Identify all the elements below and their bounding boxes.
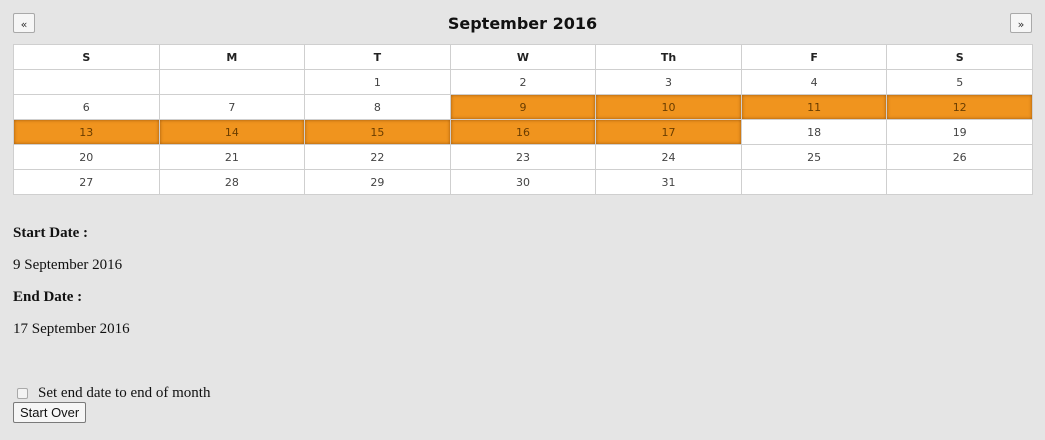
- calendar-day-cell[interactable]: 25: [740, 144, 888, 170]
- calendar-day-cell[interactable]: 6: [13, 94, 160, 120]
- calendar-day-cell[interactable]: 17: [595, 119, 742, 145]
- weekday-header: S: [13, 44, 160, 70]
- calendar-day-cell[interactable]: 7: [158, 94, 306, 120]
- calendar-day-cell[interactable]: 31: [595, 169, 742, 195]
- end-date-value: 17 September 2016: [13, 321, 130, 337]
- calendar-week-row: 13 14 15 16 17 18 19: [13, 119, 1033, 145]
- calendar-day-cell[interactable]: 5: [886, 69, 1033, 95]
- calendar-day-cell[interactable]: 19: [886, 119, 1033, 145]
- calendar-day-cell[interactable]: 15: [304, 119, 451, 145]
- calendar-day-cell[interactable]: 28: [158, 169, 306, 195]
- end-of-month-option: Set end date to end of month: [13, 385, 210, 402]
- weekday-header: W: [449, 44, 597, 70]
- calendar-empty-cell: [13, 69, 160, 95]
- calendar-header: « September 2016 »: [0, 0, 1045, 44]
- calendar-day-cell[interactable]: 22: [304, 144, 451, 170]
- calendar-day-cell[interactable]: 8: [304, 94, 451, 120]
- start-over-button[interactable]: Start Over: [13, 402, 87, 423]
- start-date-label: Start Date :: [13, 224, 88, 242]
- calendar-day-cell[interactable]: 21: [158, 144, 306, 170]
- end-date-heading: End Date :: [13, 289, 83, 305]
- calendar-day-cell[interactable]: 2: [449, 69, 597, 95]
- calendar-grid: S M T W Th F S 1 2 3 4 5 6 7 8 9 10 11 12 13 14 15 16 17…: [13, 44, 1033, 195]
- end-of-month-checkbox[interactable]: [17, 388, 28, 399]
- calendar-day-cell[interactable]: 13: [13, 119, 160, 145]
- calendar-empty-cell: [740, 169, 888, 195]
- calendar-day-cell[interactable]: 10: [595, 94, 742, 120]
- calendar-day-cell[interactable]: 9: [449, 94, 597, 120]
- calendar-day-cell[interactable]: 30: [449, 169, 597, 195]
- calendar-day-cell[interactable]: 4: [740, 69, 888, 95]
- calendar-day-cell[interactable]: 29: [304, 169, 451, 195]
- calendar-week-row: 20 21 22 23 24 25 26: [13, 144, 1033, 170]
- calendar-day-cell[interactable]: 16: [449, 119, 597, 145]
- month-title: September 2016: [447, 14, 598, 33]
- weekday-header: S: [886, 44, 1033, 70]
- next-month-button[interactable]: »: [1010, 13, 1032, 33]
- end-date-value-row: 17 September 2016: [13, 320, 130, 338]
- calendar-day-cell[interactable]: 11: [740, 94, 888, 120]
- start-date-value-row: 9 September 2016: [13, 256, 122, 274]
- calendar-day-cell[interactable]: 24: [595, 144, 742, 170]
- weekday-header: T: [304, 44, 451, 70]
- calendar-empty-cell: [158, 69, 306, 95]
- calendar-day-cell[interactable]: 20: [13, 144, 160, 170]
- calendar-day-cell[interactable]: 27: [13, 169, 160, 195]
- calendar-day-cell[interactable]: 3: [595, 69, 742, 95]
- weekday-header: Th: [595, 44, 742, 70]
- calendar-day-cell[interactable]: 14: [158, 119, 306, 145]
- calendar-day-cell[interactable]: 26: [886, 144, 1033, 170]
- start-date-heading: Start Date :: [13, 225, 88, 241]
- end-of-month-checkbox-label[interactable]: Set end date to end of month: [38, 385, 211, 401]
- weekday-header-row: S M T W Th F S: [13, 44, 1033, 70]
- calendar-day-cell[interactable]: 18: [740, 119, 888, 145]
- calendar-day-cell[interactable]: 12: [886, 94, 1033, 120]
- end-date-label: End Date :: [13, 288, 82, 306]
- weekday-header: F: [740, 44, 888, 70]
- calendar-week-row: 6 7 8 9 10 11 12: [13, 94, 1033, 120]
- calendar-week-row: 27 28 29 30 31: [13, 169, 1033, 195]
- weekday-header: M: [158, 44, 306, 70]
- prev-month-button[interactable]: «: [13, 13, 35, 33]
- calendar-day-cell[interactable]: 23: [449, 144, 597, 170]
- start-date-value: 9 September 2016: [13, 257, 123, 273]
- calendar-empty-cell: [886, 169, 1033, 195]
- calendar-day-cell[interactable]: 1: [304, 69, 451, 95]
